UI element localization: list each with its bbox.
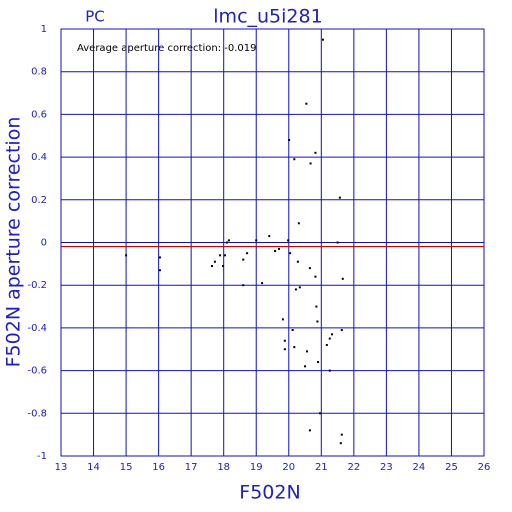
point — [222, 264, 225, 267]
point — [298, 286, 301, 289]
point — [242, 284, 245, 287]
point — [297, 222, 300, 225]
point — [328, 369, 331, 372]
x-tick-label: 24 — [413, 462, 426, 473]
y-tick-label: 0.8 — [31, 67, 47, 78]
point — [319, 412, 322, 415]
x-tick-label: 15 — [120, 462, 133, 473]
point — [293, 158, 296, 161]
point — [308, 267, 311, 270]
x-tick-label: 16 — [152, 462, 165, 473]
point — [225, 241, 228, 244]
point — [309, 162, 312, 165]
y-tick-label: 0.2 — [31, 195, 47, 206]
point — [219, 254, 222, 257]
point — [288, 139, 291, 142]
point — [294, 288, 297, 291]
point — [340, 329, 343, 332]
point — [283, 348, 286, 351]
point — [210, 264, 213, 267]
y-axis-label: F502N aperture correction — [3, 117, 25, 368]
x-tick-label: 21 — [315, 462, 328, 473]
point — [278, 247, 281, 250]
y-tick-label: 0.6 — [31, 109, 47, 120]
point — [305, 350, 308, 353]
x-tick-label: 19 — [250, 462, 263, 473]
y-tick-label: -0.6 — [27, 366, 47, 377]
point — [305, 102, 308, 105]
y-tick-label: 0 — [41, 238, 47, 249]
point — [289, 252, 292, 255]
point — [246, 252, 249, 255]
y-tick-label: -0.4 — [27, 323, 47, 334]
y-tick-label: -0.2 — [27, 280, 47, 291]
point — [158, 269, 161, 272]
point — [317, 361, 320, 364]
point — [158, 256, 161, 259]
y-tick-label: 0.4 — [31, 152, 47, 163]
point — [296, 260, 299, 263]
point — [227, 239, 230, 242]
x-tick-label: 22 — [347, 462, 360, 473]
x-tick-label: 25 — [445, 462, 458, 473]
chart-title: lmc_u5i281 — [213, 6, 322, 28]
point — [339, 442, 342, 445]
chart-subtitle: PC — [85, 8, 105, 26]
x-axis-label: F502N — [239, 482, 300, 504]
point — [223, 254, 226, 257]
y-tick-label: -1 — [37, 451, 47, 462]
x-tick-label: 23 — [380, 462, 393, 473]
point — [340, 433, 343, 436]
point — [328, 337, 331, 340]
point — [338, 196, 341, 199]
point — [293, 346, 296, 349]
point — [213, 260, 216, 263]
point — [321, 38, 324, 41]
point — [291, 329, 294, 332]
point — [242, 258, 245, 261]
point — [283, 339, 286, 342]
y-tick-label: -0.8 — [27, 408, 47, 419]
point — [255, 239, 258, 242]
point — [268, 235, 271, 238]
point — [325, 343, 328, 346]
point — [315, 305, 318, 308]
point — [341, 277, 344, 280]
annotation: Average aperture correction: -0.019 — [77, 43, 257, 54]
x-tick-label: 14 — [87, 462, 100, 473]
x-tick-label: 26 — [478, 462, 491, 473]
point — [331, 333, 334, 336]
point — [314, 275, 317, 278]
point — [287, 239, 290, 242]
x-tick-label: 20 — [282, 462, 295, 473]
point — [304, 365, 307, 368]
y-tick-label: 1 — [41, 24, 47, 35]
x-tick-label: 18 — [217, 462, 230, 473]
point — [308, 429, 311, 432]
point — [125, 254, 128, 257]
point — [314, 151, 317, 154]
point — [316, 320, 319, 323]
point — [281, 318, 284, 321]
x-tick-label: 17 — [185, 462, 198, 473]
point — [261, 282, 264, 285]
point — [336, 241, 339, 244]
x-tick-label: 13 — [55, 462, 68, 473]
point — [274, 250, 277, 253]
